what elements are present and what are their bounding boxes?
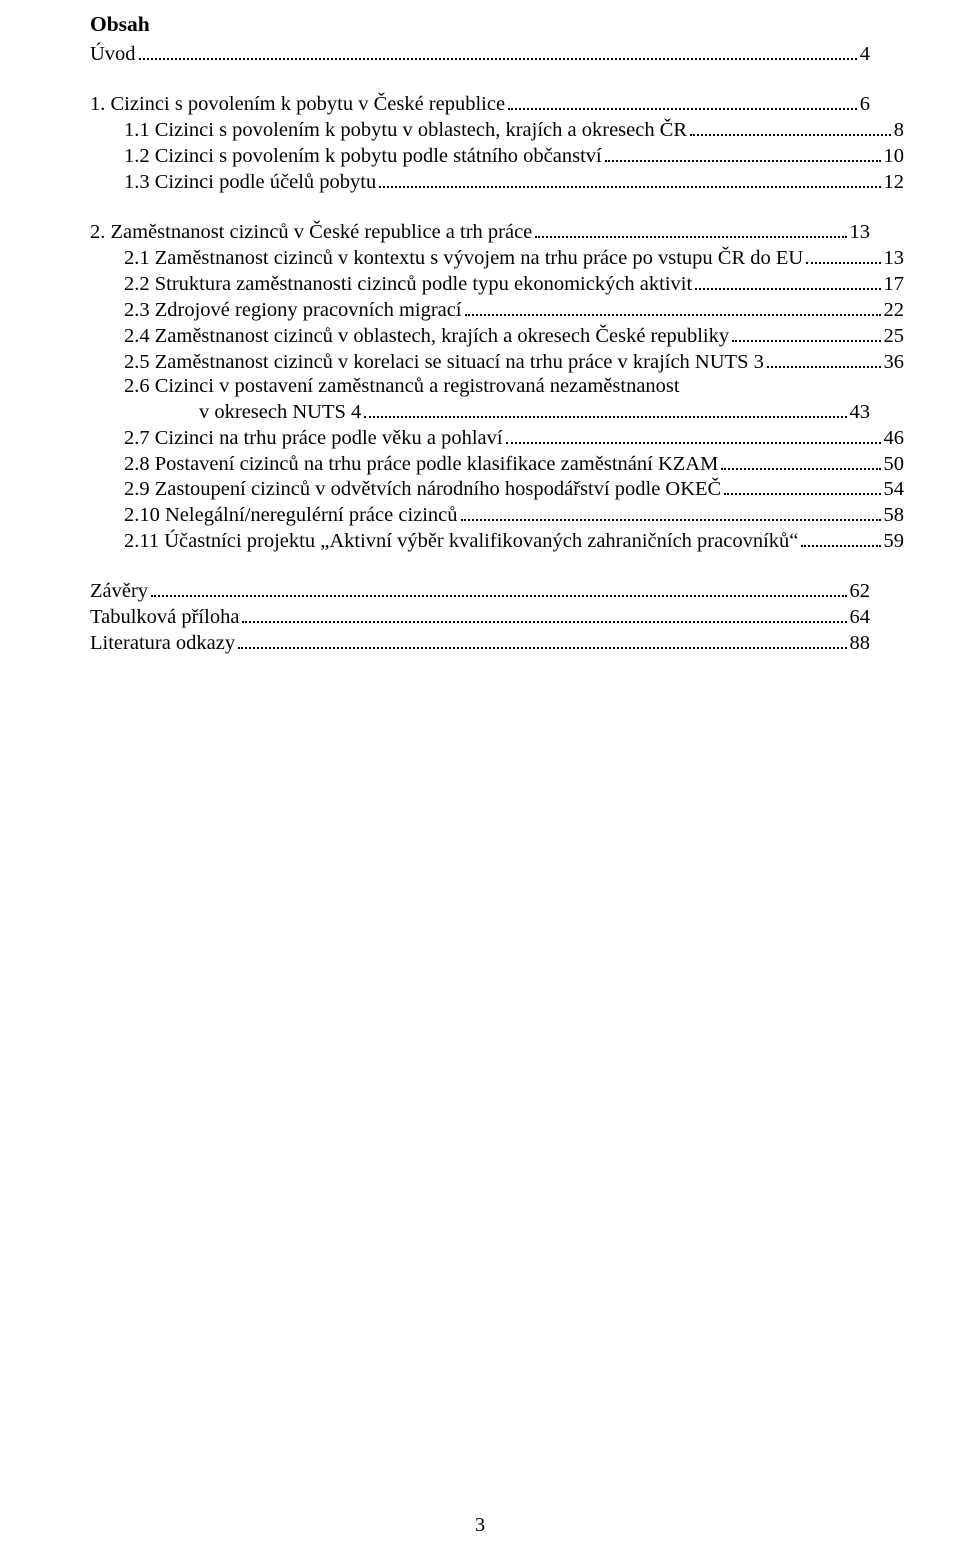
toc-leader — [690, 117, 891, 136]
toc-leader — [724, 476, 880, 495]
toc-entry: 2.3 Zdrojové regiony pracovních migrací … — [90, 297, 904, 323]
toc-leader — [508, 91, 857, 110]
toc-entry-line2: v okresech NUTS 4 43 — [90, 398, 870, 424]
toc-entry: 2.10 Nelegální/neregulérní práce cizinců… — [90, 502, 904, 528]
toc-leader — [242, 604, 846, 623]
toc-page: 46 — [884, 427, 905, 451]
toc-title: Obsah — [90, 12, 870, 37]
toc-page: 88 — [850, 632, 871, 656]
toc-label: 2.8 Postavení cizinců na trhu práce podl… — [124, 453, 718, 477]
toc-leader — [151, 578, 846, 597]
toc-label: 2.1 Zaměstnanost cizinců v kontextu s vý… — [124, 247, 803, 271]
toc-leader — [465, 297, 881, 316]
toc-page: 4 — [860, 43, 870, 67]
toc-label: 2.3 Zdrojové regiony pracovních migrací — [124, 299, 462, 323]
toc-entry: 2.1 Zaměstnanost cizinců v kontextu s vý… — [90, 245, 904, 271]
toc-entry: 1.2 Cizinci s povolením k pobytu podle s… — [90, 143, 904, 169]
toc-label: 2.5 Zaměstnanost cizinců v korelaci se s… — [124, 351, 764, 375]
toc-page: 13 — [850, 221, 871, 245]
toc-entry: 2.8 Postavení cizinců na trhu práce podl… — [90, 450, 904, 476]
toc-page: 54 — [884, 478, 905, 502]
toc-leader — [605, 143, 881, 162]
toc-leader — [721, 450, 880, 469]
toc-entry: 2.11 Účastníci projektu „Aktivní výběr k… — [90, 528, 904, 554]
toc-leader — [506, 424, 881, 443]
toc-leader — [238, 630, 846, 649]
toc-page: 58 — [884, 504, 905, 528]
toc-label: 1.2 Cizinci s povolením k pobytu podle s… — [124, 145, 602, 169]
toc-leader — [364, 398, 846, 417]
toc-leader — [767, 349, 881, 368]
toc-section-1: 1. Cizinci s povolením k pobytu v České … — [90, 91, 870, 117]
toc-entry: 2.2 Struktura zaměstnanosti cizinců podl… — [90, 271, 904, 297]
toc-label: 2.4 Zaměstnanost cizinců v oblastech, kr… — [124, 325, 729, 349]
toc-label: 2.9 Zastoupení cizinců v odvětvích národ… — [124, 478, 721, 502]
toc-section-2: 2. Zaměstnanost cizinců v České republic… — [90, 219, 870, 245]
toc-entry: 2.9 Zastoupení cizinců v odvětvích národ… — [90, 476, 904, 502]
toc-page: 36 — [884, 351, 905, 375]
toc-entry-zavery: Závěry 62 — [90, 578, 870, 604]
toc-page: 62 — [850, 580, 871, 604]
toc-leader — [535, 219, 846, 238]
document-page: Obsah Úvod 4 1. Cizinci s povolením k po… — [0, 0, 960, 1546]
toc-label: 1.3 Cizinci podle účelů pobytu — [124, 171, 376, 195]
toc-entry-uvod: Úvod 4 — [90, 41, 870, 67]
toc-leader — [801, 528, 880, 547]
toc-label: 2. Zaměstnanost cizinců v České republic… — [90, 221, 532, 245]
toc-label: 1. Cizinci s povolením k pobytu v České … — [90, 93, 505, 117]
toc-label: Literatura odkazy — [90, 632, 235, 656]
toc-page: 25 — [884, 325, 905, 349]
toc-page: 8 — [894, 119, 904, 143]
toc-entry-literatura: Literatura odkazy 88 — [90, 630, 870, 656]
toc-leader — [379, 169, 880, 188]
toc-label: Závěry — [90, 580, 148, 604]
toc-page: 17 — [884, 273, 905, 297]
page-number: 3 — [0, 1514, 960, 1538]
toc-entry: 2.7 Cizinci na trhu práce podle věku a p… — [90, 424, 904, 450]
toc-page: 50 — [884, 453, 905, 477]
toc-label: 1.1 Cizinci s povolením k pobytu v oblas… — [124, 119, 687, 143]
toc-label-continuation: v okresech NUTS 4 — [90, 401, 361, 425]
toc-leader — [695, 271, 880, 290]
toc-entry: 1.1 Cizinci s povolením k pobytu v oblas… — [90, 117, 904, 143]
toc-label: Tabulková příloha — [90, 606, 239, 630]
toc-entry-priloha: Tabulková příloha 64 — [90, 604, 870, 630]
toc-label: 2.11 Účastníci projektu „Aktivní výběr k… — [124, 530, 798, 554]
toc-page: 59 — [884, 530, 905, 554]
toc-leader — [732, 323, 880, 342]
toc-label: 2.7 Cizinci na trhu práce podle věku a p… — [124, 427, 503, 451]
toc-label: 2.6 Cizinci v postavení zaměstnanců a re… — [124, 375, 680, 399]
toc-label: 2.10 Nelegální/neregulérní práce cizinců — [124, 504, 458, 528]
toc-page: 6 — [860, 93, 870, 117]
toc-leader — [806, 245, 880, 264]
toc-page: 43 — [850, 401, 871, 425]
toc-entry: 2.5 Zaměstnanost cizinců v korelaci se s… — [90, 349, 904, 375]
toc-page: 10 — [884, 145, 905, 169]
toc-label: Úvod — [90, 43, 136, 67]
toc-page: 64 — [850, 606, 871, 630]
toc-leader — [139, 41, 857, 60]
toc-leader — [461, 502, 881, 521]
toc-label: 2.2 Struktura zaměstnanosti cizinců podl… — [124, 273, 692, 297]
toc-page: 22 — [884, 299, 905, 323]
toc-page: 13 — [884, 247, 905, 271]
toc-entry: 1.3 Cizinci podle účelů pobytu 12 — [90, 169, 904, 195]
toc-page: 12 — [884, 171, 905, 195]
toc-entry: 2.4 Zaměstnanost cizinců v oblastech, kr… — [90, 323, 904, 349]
toc-entry-line1: 2.6 Cizinci v postavení zaměstnanců a re… — [90, 375, 904, 399]
